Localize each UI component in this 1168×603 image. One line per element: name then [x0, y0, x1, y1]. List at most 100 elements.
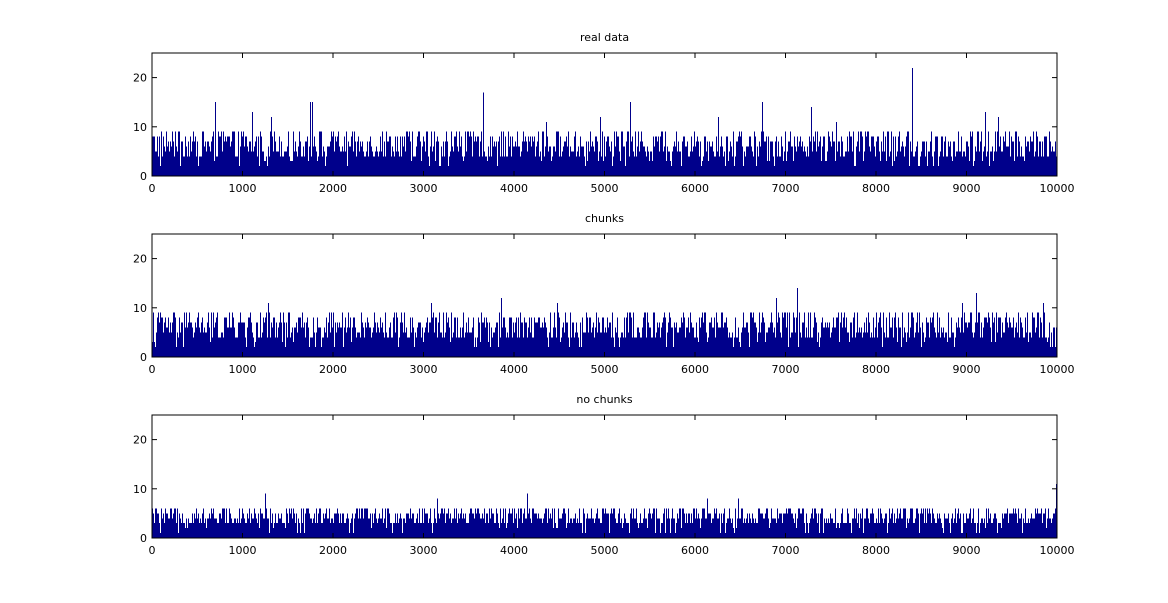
bar	[447, 513, 448, 538]
bar	[750, 312, 751, 357]
bar	[242, 322, 243, 357]
bar	[707, 342, 708, 357]
bar	[315, 347, 316, 357]
bar	[692, 327, 693, 357]
bar	[549, 518, 550, 538]
bar	[1034, 156, 1035, 176]
bar	[416, 337, 417, 357]
bar	[483, 518, 484, 538]
bar	[885, 337, 886, 357]
bar	[651, 337, 652, 357]
bar	[953, 523, 954, 538]
bar	[805, 533, 806, 538]
bar	[217, 312, 218, 357]
bar	[685, 523, 686, 538]
bar	[864, 151, 865, 176]
bar	[524, 317, 525, 357]
x-tick-label: 8000	[862, 544, 890, 557]
bar	[813, 518, 814, 538]
bar	[170, 508, 171, 538]
bar	[914, 337, 915, 357]
bar	[548, 508, 549, 538]
bar	[768, 327, 769, 357]
bar	[1046, 337, 1047, 357]
bar	[555, 327, 556, 357]
bar	[934, 151, 935, 176]
bar	[339, 322, 340, 357]
bar	[805, 151, 806, 176]
bar	[522, 523, 523, 538]
bar	[883, 131, 884, 176]
bar	[548, 151, 549, 176]
bar	[255, 513, 256, 538]
bar	[586, 141, 587, 176]
bar	[844, 156, 845, 176]
bar	[809, 523, 810, 538]
bar	[630, 312, 631, 357]
bar	[817, 131, 818, 176]
bar	[1052, 146, 1053, 176]
bar	[154, 342, 155, 357]
bar	[981, 322, 982, 357]
bar	[893, 337, 894, 357]
bar	[632, 136, 633, 176]
bar	[474, 518, 475, 538]
bar	[636, 508, 637, 538]
bar	[614, 347, 615, 357]
bar	[905, 146, 906, 176]
y-tick-label: 0	[140, 532, 147, 545]
bar	[214, 327, 215, 357]
bar	[607, 317, 608, 357]
bar	[549, 146, 550, 176]
bar	[187, 156, 188, 176]
bar	[349, 146, 350, 176]
bar	[273, 151, 274, 176]
bar	[680, 508, 681, 538]
bar	[830, 141, 831, 176]
bar	[912, 312, 913, 357]
bar	[361, 508, 362, 538]
bar	[384, 337, 385, 357]
bar	[527, 337, 528, 357]
bar	[448, 508, 449, 538]
bar	[719, 327, 720, 357]
bar	[788, 141, 789, 176]
bar	[558, 131, 559, 176]
bar	[1024, 161, 1025, 176]
bar	[903, 146, 904, 176]
bar	[596, 513, 597, 538]
bar	[370, 513, 371, 538]
subplot-title: chunks	[585, 212, 624, 225]
bar	[701, 518, 702, 538]
bar	[999, 146, 1000, 176]
bar	[967, 327, 968, 357]
bar	[436, 317, 437, 357]
bar	[743, 523, 744, 538]
bar	[341, 151, 342, 176]
bar	[417, 136, 418, 176]
bar	[1001, 528, 1002, 538]
bar	[923, 508, 924, 538]
bar	[334, 151, 335, 176]
bar	[771, 312, 772, 357]
bar	[855, 166, 856, 176]
bar	[837, 151, 838, 176]
bar	[746, 518, 747, 538]
bar	[413, 327, 414, 357]
bar	[370, 327, 371, 357]
bar	[1029, 151, 1030, 176]
bar	[529, 141, 530, 176]
bar	[591, 508, 592, 538]
bar	[565, 312, 566, 357]
bar	[942, 136, 943, 176]
bar	[350, 523, 351, 538]
bar	[352, 513, 353, 538]
bar	[890, 327, 891, 357]
bar	[534, 136, 535, 176]
bar	[208, 312, 209, 357]
bar	[568, 131, 569, 176]
bar	[257, 156, 258, 176]
bar	[384, 518, 385, 538]
bar	[404, 518, 405, 538]
bar	[410, 141, 411, 176]
